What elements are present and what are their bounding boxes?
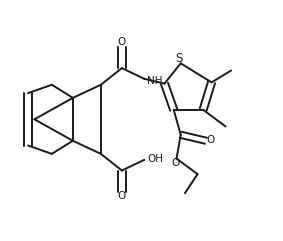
Text: O: O bbox=[118, 37, 126, 47]
Text: O: O bbox=[207, 135, 215, 145]
Text: S: S bbox=[176, 52, 183, 65]
Text: O: O bbox=[118, 191, 126, 201]
Text: NH: NH bbox=[147, 76, 163, 86]
Text: OH: OH bbox=[148, 154, 164, 164]
Text: O: O bbox=[171, 158, 179, 168]
